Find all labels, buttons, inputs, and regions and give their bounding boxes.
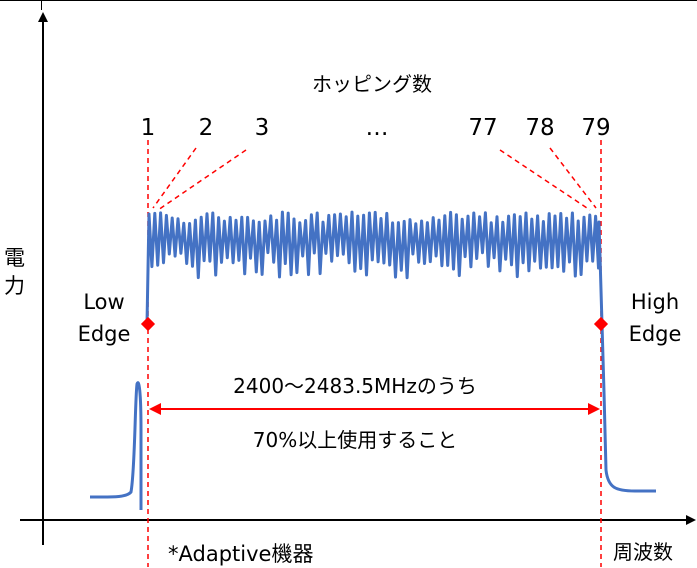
top-border [0,0,697,1]
hop-label-77: 77 [468,115,498,141]
hop-3-pointer [157,149,247,211]
low-edge-label-line2: Edge [77,322,131,346]
high-edge-marker [593,316,609,332]
y-axis-label-line1: 電 [4,246,25,270]
hop-label-78: 78 [525,115,555,141]
hop-label-ellipsis: … [365,115,389,141]
usage-text: 70%以上使用すること [252,428,458,452]
low-edge-marker [140,316,156,332]
y-axis-label-line2: 力 [4,274,25,298]
hop-78-pointer [549,147,597,209]
x-axis-label: 周波数 [613,540,673,564]
low-side-skirt-curve [89,381,143,510]
hop-label-2: 2 [198,115,214,141]
hop-label-3: 3 [254,115,270,141]
high-edge-label-line1: High [630,290,680,314]
high-edge-label-line2: Edge [628,322,682,346]
footnote-adaptive: *Adaptive機器 [168,542,314,566]
top-border-tick [41,0,42,10]
hop-2-pointer [152,147,197,209]
low-edge-label-line1: Low [83,290,125,314]
hop-label-1: 1 [140,115,156,141]
range-text: 2400〜2483.5MHzのうち [233,374,477,398]
hop-label-79: 79 [581,115,611,141]
hop-77-pointer [499,149,591,211]
high-side-skirt-curve [602,391,656,493]
hop-count-title: ホッピング数 [312,72,432,96]
hopping-signal-curve [145,210,606,393]
